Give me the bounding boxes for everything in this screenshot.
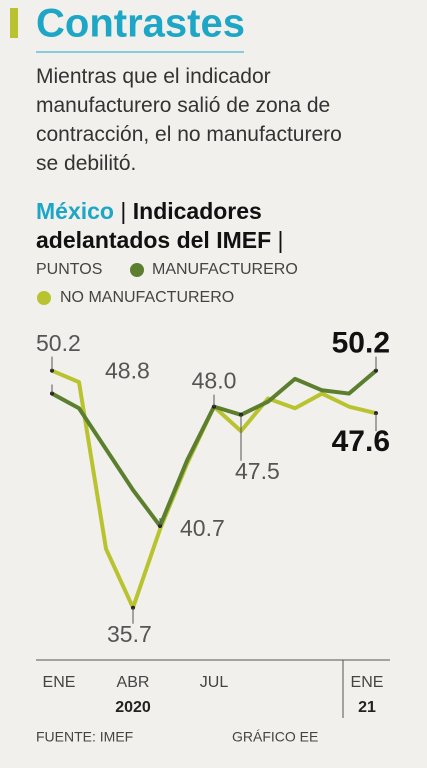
legend-marker (130, 263, 144, 277)
header-title: Indicadores adelantados del IMEF (36, 198, 272, 253)
legend-marker (37, 291, 51, 305)
legend-label: MANUFACTURERO (152, 261, 298, 278)
year-label: 21 (358, 699, 376, 716)
y-axis-label: PUNTOS (36, 261, 102, 278)
separator: | (113, 198, 133, 224)
data-label: 48.8 (105, 358, 150, 384)
header-country: México (36, 198, 114, 224)
data-label: 35.7 (107, 621, 152, 647)
x-tick-label: ENE (43, 674, 76, 691)
x-tick-label: JUL (200, 674, 229, 691)
header: México | Indicadores adelantados del IME… (36, 197, 356, 255)
chart-title: Contrastes (36, 2, 245, 46)
x-tick-label: ENE (351, 674, 384, 691)
data-label: 47.5 (235, 458, 280, 484)
separator: | (271, 227, 284, 253)
data-label: 50.2 (332, 327, 390, 360)
legend-label: NO MANUFACTURERO (60, 289, 234, 306)
x-tick-label: ABR (117, 674, 150, 691)
credit: GRÁFICO EE (232, 729, 318, 745)
source: FUENTE: IMEF (36, 729, 133, 745)
data-label: 40.7 (180, 515, 225, 541)
data-label: 47.6 (332, 425, 390, 458)
data-label: 50.2 (36, 330, 81, 356)
data-label: 48.0 (192, 368, 237, 394)
accent-bar (10, 8, 18, 38)
subtitle: Mientras que el indicador manufacturero … (36, 65, 342, 175)
year-label: 2020 (115, 699, 151, 716)
